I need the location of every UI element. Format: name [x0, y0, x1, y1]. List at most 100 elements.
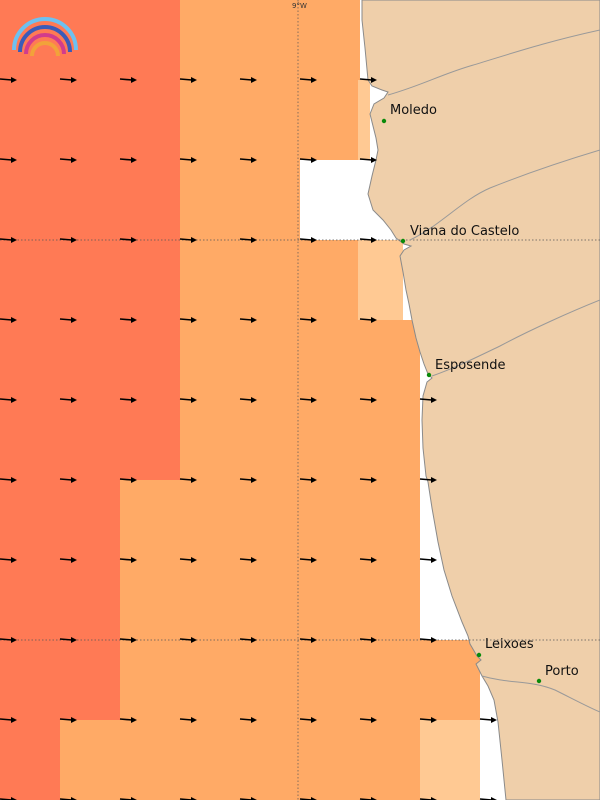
wave-arrow: [359, 237, 377, 243]
wave-arrow: [119, 77, 137, 83]
place-dot: [381, 118, 387, 124]
wave-arrow: [359, 557, 377, 563]
wave-arrow: [0, 397, 17, 403]
wave-arrow: [59, 157, 77, 163]
place-markers: Moledo Viana do Castelo Esposende Leixoes Po…: [381, 103, 579, 684]
sea-cell: [180, 320, 420, 480]
wave-arrow: [59, 477, 77, 483]
wave-arrow: [0, 317, 17, 323]
sea-cell: [0, 720, 60, 800]
wave-arrow: [419, 477, 437, 483]
wave-arrow: [299, 77, 317, 83]
wave-arrow: [239, 77, 257, 83]
wave-arrow: [239, 157, 257, 163]
wave-arrow: [359, 397, 377, 403]
wave-arrow: [0, 157, 17, 163]
wave-arrow: [119, 397, 137, 403]
sea-cell: [120, 640, 480, 720]
place-label: Leixoes: [485, 637, 534, 652]
land-area: [361, 0, 600, 800]
place-marker: Esposende: [426, 358, 505, 378]
wave-arrow: [299, 317, 317, 323]
wave-arrow: [179, 77, 197, 83]
sea-cell: [0, 480, 120, 720]
wave-arrow: [59, 77, 77, 83]
wave-arrow: [59, 237, 77, 243]
place-marker: Moledo: [381, 103, 437, 124]
wave-arrow: [179, 717, 197, 723]
wave-arrow: [359, 157, 377, 163]
wave-arrow: [0, 237, 17, 243]
wave-arrow: [59, 397, 77, 403]
wave-arrow: [419, 717, 437, 723]
sea-cell: [0, 0, 180, 480]
wave-arrow: [239, 717, 257, 723]
wave-arrow: [119, 717, 137, 723]
wave-arrow: [179, 157, 197, 163]
place-label: Moledo: [390, 103, 437, 118]
wave-arrow: [299, 717, 317, 723]
wave-arrow: [419, 397, 437, 403]
wave-arrow: [119, 557, 137, 563]
wave-arrow: [239, 477, 257, 483]
wave-arrow: [359, 717, 377, 723]
place-dot: [536, 678, 542, 684]
wave-arrow: [0, 557, 17, 563]
place-marker: Leixoes: [476, 637, 534, 658]
wave-arrow: [179, 637, 197, 643]
place-marker: Porto: [536, 664, 579, 684]
wave-arrow: [179, 477, 197, 483]
sea-cell: [358, 240, 403, 320]
wave-arrow: [239, 557, 257, 563]
wave-arrow: [359, 477, 377, 483]
sea-cell: [60, 720, 420, 800]
sea-cell: [180, 0, 360, 160]
wave-arrow: [359, 637, 377, 643]
wave-arrow: [119, 317, 137, 323]
wave-arrow: [299, 477, 317, 483]
place-marker: Viana do Castelo: [400, 224, 519, 244]
wave-arrow: [0, 477, 17, 483]
wave-arrow: [299, 157, 317, 163]
sea-cell: [180, 160, 300, 240]
wave-arrow: [119, 237, 137, 243]
sea-cell: [358, 80, 370, 160]
wave-arrow: [0, 637, 17, 643]
place-label: Esposende: [435, 358, 505, 373]
wave-arrow: [239, 637, 257, 643]
wave-arrow: [179, 237, 197, 243]
wave-arrow: [119, 637, 137, 643]
wave-arrow: [179, 397, 197, 403]
wave-arrow: [419, 637, 437, 643]
wave-arrow: [59, 637, 77, 643]
wave-arrow: [299, 237, 317, 243]
rivers: [387, 29, 600, 713]
wave-arrow: [0, 717, 17, 723]
place-dot: [476, 652, 482, 658]
wave-arrow: [119, 477, 137, 483]
sea-cell: [180, 240, 360, 320]
wave-arrow: [299, 397, 317, 403]
sea-color-cells: [0, 0, 480, 800]
sea-cell: [420, 720, 480, 800]
wave-arrow: [359, 317, 377, 323]
wave-arrow: [299, 637, 317, 643]
wave-arrow: [239, 237, 257, 243]
wave-arrow: [179, 317, 197, 323]
place-dot: [400, 238, 406, 244]
wave-arrow: [239, 317, 257, 323]
place-label: Porto: [545, 664, 579, 679]
wave-arrow: [419, 557, 437, 563]
wave-arrow: [59, 317, 77, 323]
wave-arrow: [59, 717, 77, 723]
wave-arrow: [119, 157, 137, 163]
meridian-label: 9°W: [292, 2, 307, 10]
wave-arrow: [239, 397, 257, 403]
wave-arrow: [479, 717, 497, 723]
wave-arrow: [179, 557, 197, 563]
wave-arrow: [299, 557, 317, 563]
place-dot: [426, 372, 432, 378]
wave-arrow: [359, 77, 377, 83]
